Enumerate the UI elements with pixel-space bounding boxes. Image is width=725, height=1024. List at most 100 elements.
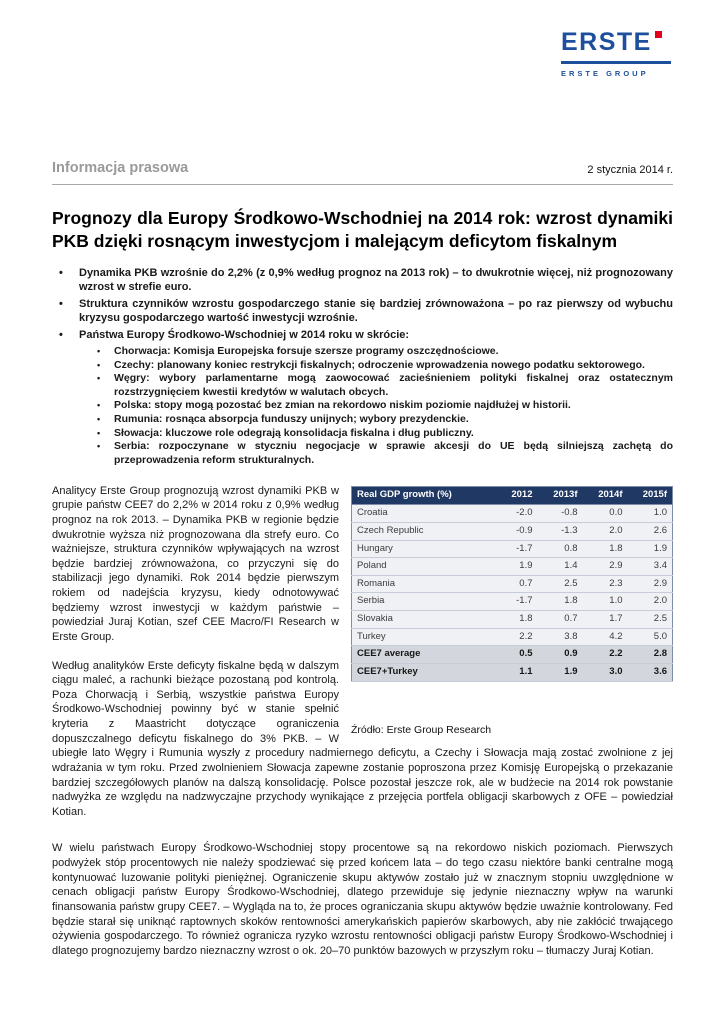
country-cell: Czech Republic [351,522,493,541]
gdp-data-row: Romania 0.7 2.5 2.3 2.9 [351,575,673,594]
paragraph-1: Analitycy Erste Group prognozują wzrost … [52,484,339,643]
value-cell: 0.7 [492,575,538,594]
value-cell: 4.2 [582,628,628,647]
bullet-text: Dynamika PKB wzrośnie do 2,2% (z 0,9% we… [79,266,673,293]
value-cell: 1.0 [582,592,628,612]
value-cell: 1.9 [627,540,673,559]
gdp-table: Real GDP growth (%) 2012 2013f 2014f 201… [351,485,673,682]
gdp-table-year-header: 2015f [627,486,673,506]
country-cell: Croatia [351,504,493,523]
gdp-summary-row: CEE7+Turkey 1.1 1.9 3.0 3.6 [351,663,673,682]
sub-bullet-item: • Chorwacja: Komisja Europejska forsuje s… [94,345,673,359]
value-cell: 0.5 [492,645,538,664]
sub-bullet-item: • Polska: stopy mogą pozostać bez zmian n… [94,399,673,413]
value-cell: -0.9 [492,522,538,541]
value-cell: 1.8 [582,540,628,559]
value-cell: 0.9 [537,645,583,664]
value-cell: 1.4 [537,557,583,576]
sub-bullet-text: Chorwacja: Komisja Europejska forsuje sz… [114,344,499,357]
value-cell: 0.7 [537,610,583,629]
erste-logo: ERSTE ERSTE GROUP [561,30,671,78]
value-cell: -1.3 [537,522,583,541]
value-cell: 3.6 [627,663,673,682]
value-cell: 3.0 [582,663,628,682]
masthead: Informacja prasowa 2 stycznia 2014 r. [52,0,673,185]
value-cell: 1.8 [537,592,583,612]
bullet-marker: • [97,400,101,411]
sub-bullet-list: • Chorwacja: Komisja Europejska forsuje s… [94,345,673,468]
value-cell: 1.1 [492,663,538,682]
value-cell: 2.0 [582,522,628,541]
bullet-marker: • [97,427,101,438]
value-cell: 2.5 [627,610,673,629]
value-cell: -0.8 [537,504,583,523]
headline: Prognozy dla Europy Środkowo-Wschodniej … [52,208,673,252]
value-cell: -1.7 [492,592,538,612]
erste-red-square-icon [654,31,662,38]
value-cell: 0.8 [537,540,583,559]
country-cell: CEE7 average [351,645,493,664]
bullet-item: • Struktura czynników wzrostu gospodarcz… [52,297,673,325]
sub-bullet-text: Serbia: rozpoczynane w styczniu negocjac… [114,440,673,467]
bullet-marker: • [97,414,101,425]
sub-bullet-text: Rumunia: rosnąca absorpcja funduszy unij… [114,413,469,426]
bullet-marker: • [97,373,101,384]
paragraph-2: Według analityków Erste deficyty fiskaln… [52,659,673,818]
value-cell: 2.3 [582,575,628,594]
bullet-marker: • [59,328,63,341]
bullet-item: • Dynamika PKB wzrośnie do 2,2% (z 0,9% … [52,266,673,294]
table-source: Źródło: Erste Group Research [351,723,492,736]
country-cell: Turkey [351,628,493,647]
bullet-text: Państwa Europy Środkowo-Wschodniej w 201… [79,328,410,341]
bullet-marker: • [59,297,63,310]
gdp-data-row: Turkey 2.2 3.8 4.2 5.0 [351,628,673,647]
gdp-data-row: Czech Republic -0.9 -1.3 2.0 2.6 [351,522,673,541]
gdp-data-row: Hungary -1.7 0.8 1.8 1.9 [351,540,673,559]
value-cell: 0.0 [582,504,628,523]
value-cell: 2.6 [627,522,673,541]
country-cell: CEE7+Turkey [351,663,493,682]
sub-bullet-item: • Węgry: wybory parlamentarne mogą zaowoc… [94,372,673,399]
bullet-marker: • [97,441,101,452]
gdp-table-container: Real GDP growth (%) 2012 2013f 2014f 201… [351,485,673,738]
value-cell: 2.2 [582,645,628,664]
gdp-table-year-header: 2013f [537,486,583,506]
value-cell: 1.0 [627,504,673,523]
value-cell: 1.9 [492,557,538,576]
key-points-list: • Dynamika PKB wzrośnie do 2,2% (z 0,9% … [52,266,673,468]
value-cell: 2.9 [582,557,628,576]
value-cell: -1.7 [492,540,538,559]
value-cell: 3.4 [627,557,673,576]
erste-logo-text: ERSTE [561,28,652,56]
value-cell: -2.0 [492,504,538,523]
sub-bullet-item: • Rumunia: rosnąca absorpcja funduszy uni… [94,413,673,427]
value-cell: 1.9 [537,663,583,682]
gdp-table-title: Real GDP growth (%) [351,486,493,506]
erste-logo-rule [561,61,671,64]
gdp-data-row: Serbia -1.7 1.8 1.0 2.0 [351,592,673,612]
country-cell: Romania [351,575,493,594]
erste-logo-wordmark: ERSTE [561,30,671,55]
bullet-item: • Państwa Europy Środkowo-Wschodniej w 2… [52,328,673,342]
sub-bullet-text: Słowacja: kluczowe role odegrają konsoli… [114,426,474,439]
value-cell: 2.5 [537,575,583,594]
gdp-table-year-header: 2012 [492,486,538,506]
press-release-label: Informacja prasowa [52,160,189,176]
country-cell: Serbia [351,592,493,612]
value-cell: 3.8 [537,628,583,647]
bullet-marker: • [97,345,101,356]
value-cell: 2.2 [492,628,538,647]
value-cell: 2.9 [627,575,673,594]
gdp-data-row: Poland 1.9 1.4 2.9 3.4 [351,557,673,576]
gdp-data-row: Croatia -2.0 -0.8 0.0 1.0 [351,504,673,523]
bullet-text: Struktura czynników wzrostu gospodarczeg… [79,297,673,324]
gdp-data-row: Slovakia 1.8 0.7 1.7 2.5 [351,610,673,629]
sub-bullet-item: • Słowacja: kluczowe role odegrają konsol… [94,427,673,441]
sub-bullet-text: Polska: stopy mogą pozostać bez zmian na… [114,399,571,412]
country-cell: Hungary [351,540,493,559]
value-cell: 1.8 [492,610,538,629]
sub-bullet-text: Czechy: planowany koniec restrykcji fisk… [114,358,645,371]
value-cell: 1.7 [582,610,628,629]
sub-bullet-item: • Czechy: planowany koniec restrykcji fis… [94,359,673,373]
